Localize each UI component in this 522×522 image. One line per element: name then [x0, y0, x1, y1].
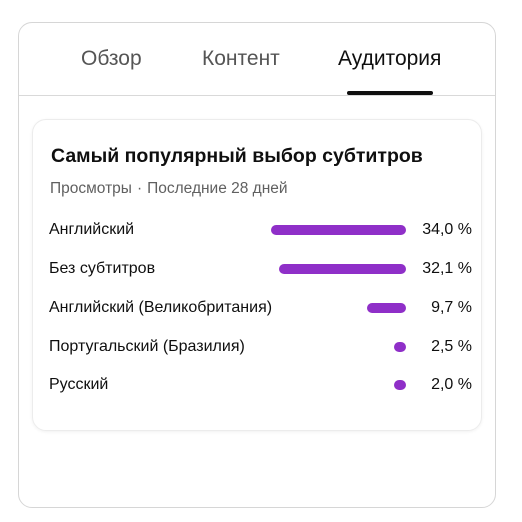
list-item: Португальский (Бразилия) 2,5 % — [33, 335, 483, 359]
card-subtitle: Просмотры · Последние 28 дней — [50, 180, 288, 198]
subtitles-card: Самый популярный выбор субтитров Просмот… — [32, 119, 482, 431]
row-label: Русский — [49, 376, 109, 393]
tab-overview[interactable]: Обзор — [81, 47, 142, 70]
row-label: Португальский (Бразилия) — [49, 338, 245, 355]
list-item: Русский 2,0 % — [33, 373, 483, 397]
row-bar — [394, 342, 406, 352]
card-title: Самый популярный выбор субтитров — [51, 145, 423, 167]
row-value: 2,5 % — [431, 338, 472, 355]
list-item: Без субтитров 32,1 % — [33, 257, 483, 281]
row-value: 9,7 % — [431, 299, 472, 316]
subtitle-period: Последние 28 дней — [147, 180, 288, 197]
tab-content[interactable]: Контент — [202, 47, 280, 70]
subtitle-metric: Просмотры — [50, 180, 132, 197]
row-label: Английский (Великобритания) — [49, 299, 273, 316]
row-value: 34,0 % — [422, 221, 472, 238]
row-bar — [394, 380, 406, 390]
subtitle-separator: · — [136, 180, 143, 197]
panel-frame: Обзор Контент Аудитория Самый популярный… — [18, 22, 496, 508]
tab-bar: Обзор Контент Аудитория — [19, 23, 495, 96]
list-item: Английский (Великобритания) 9,7 % — [33, 296, 483, 320]
row-label: Без субтитров — [49, 260, 156, 277]
list-item: Английский 34,0 % — [33, 218, 483, 242]
row-value: 32,1 % — [422, 260, 472, 277]
tab-audience[interactable]: Аудитория — [338, 47, 442, 70]
row-label: Английский — [49, 221, 135, 238]
row-bar — [278, 264, 406, 274]
active-tab-indicator — [347, 91, 433, 95]
row-bar — [367, 303, 406, 313]
row-value: 2,0 % — [431, 376, 472, 393]
row-bar — [271, 225, 406, 235]
